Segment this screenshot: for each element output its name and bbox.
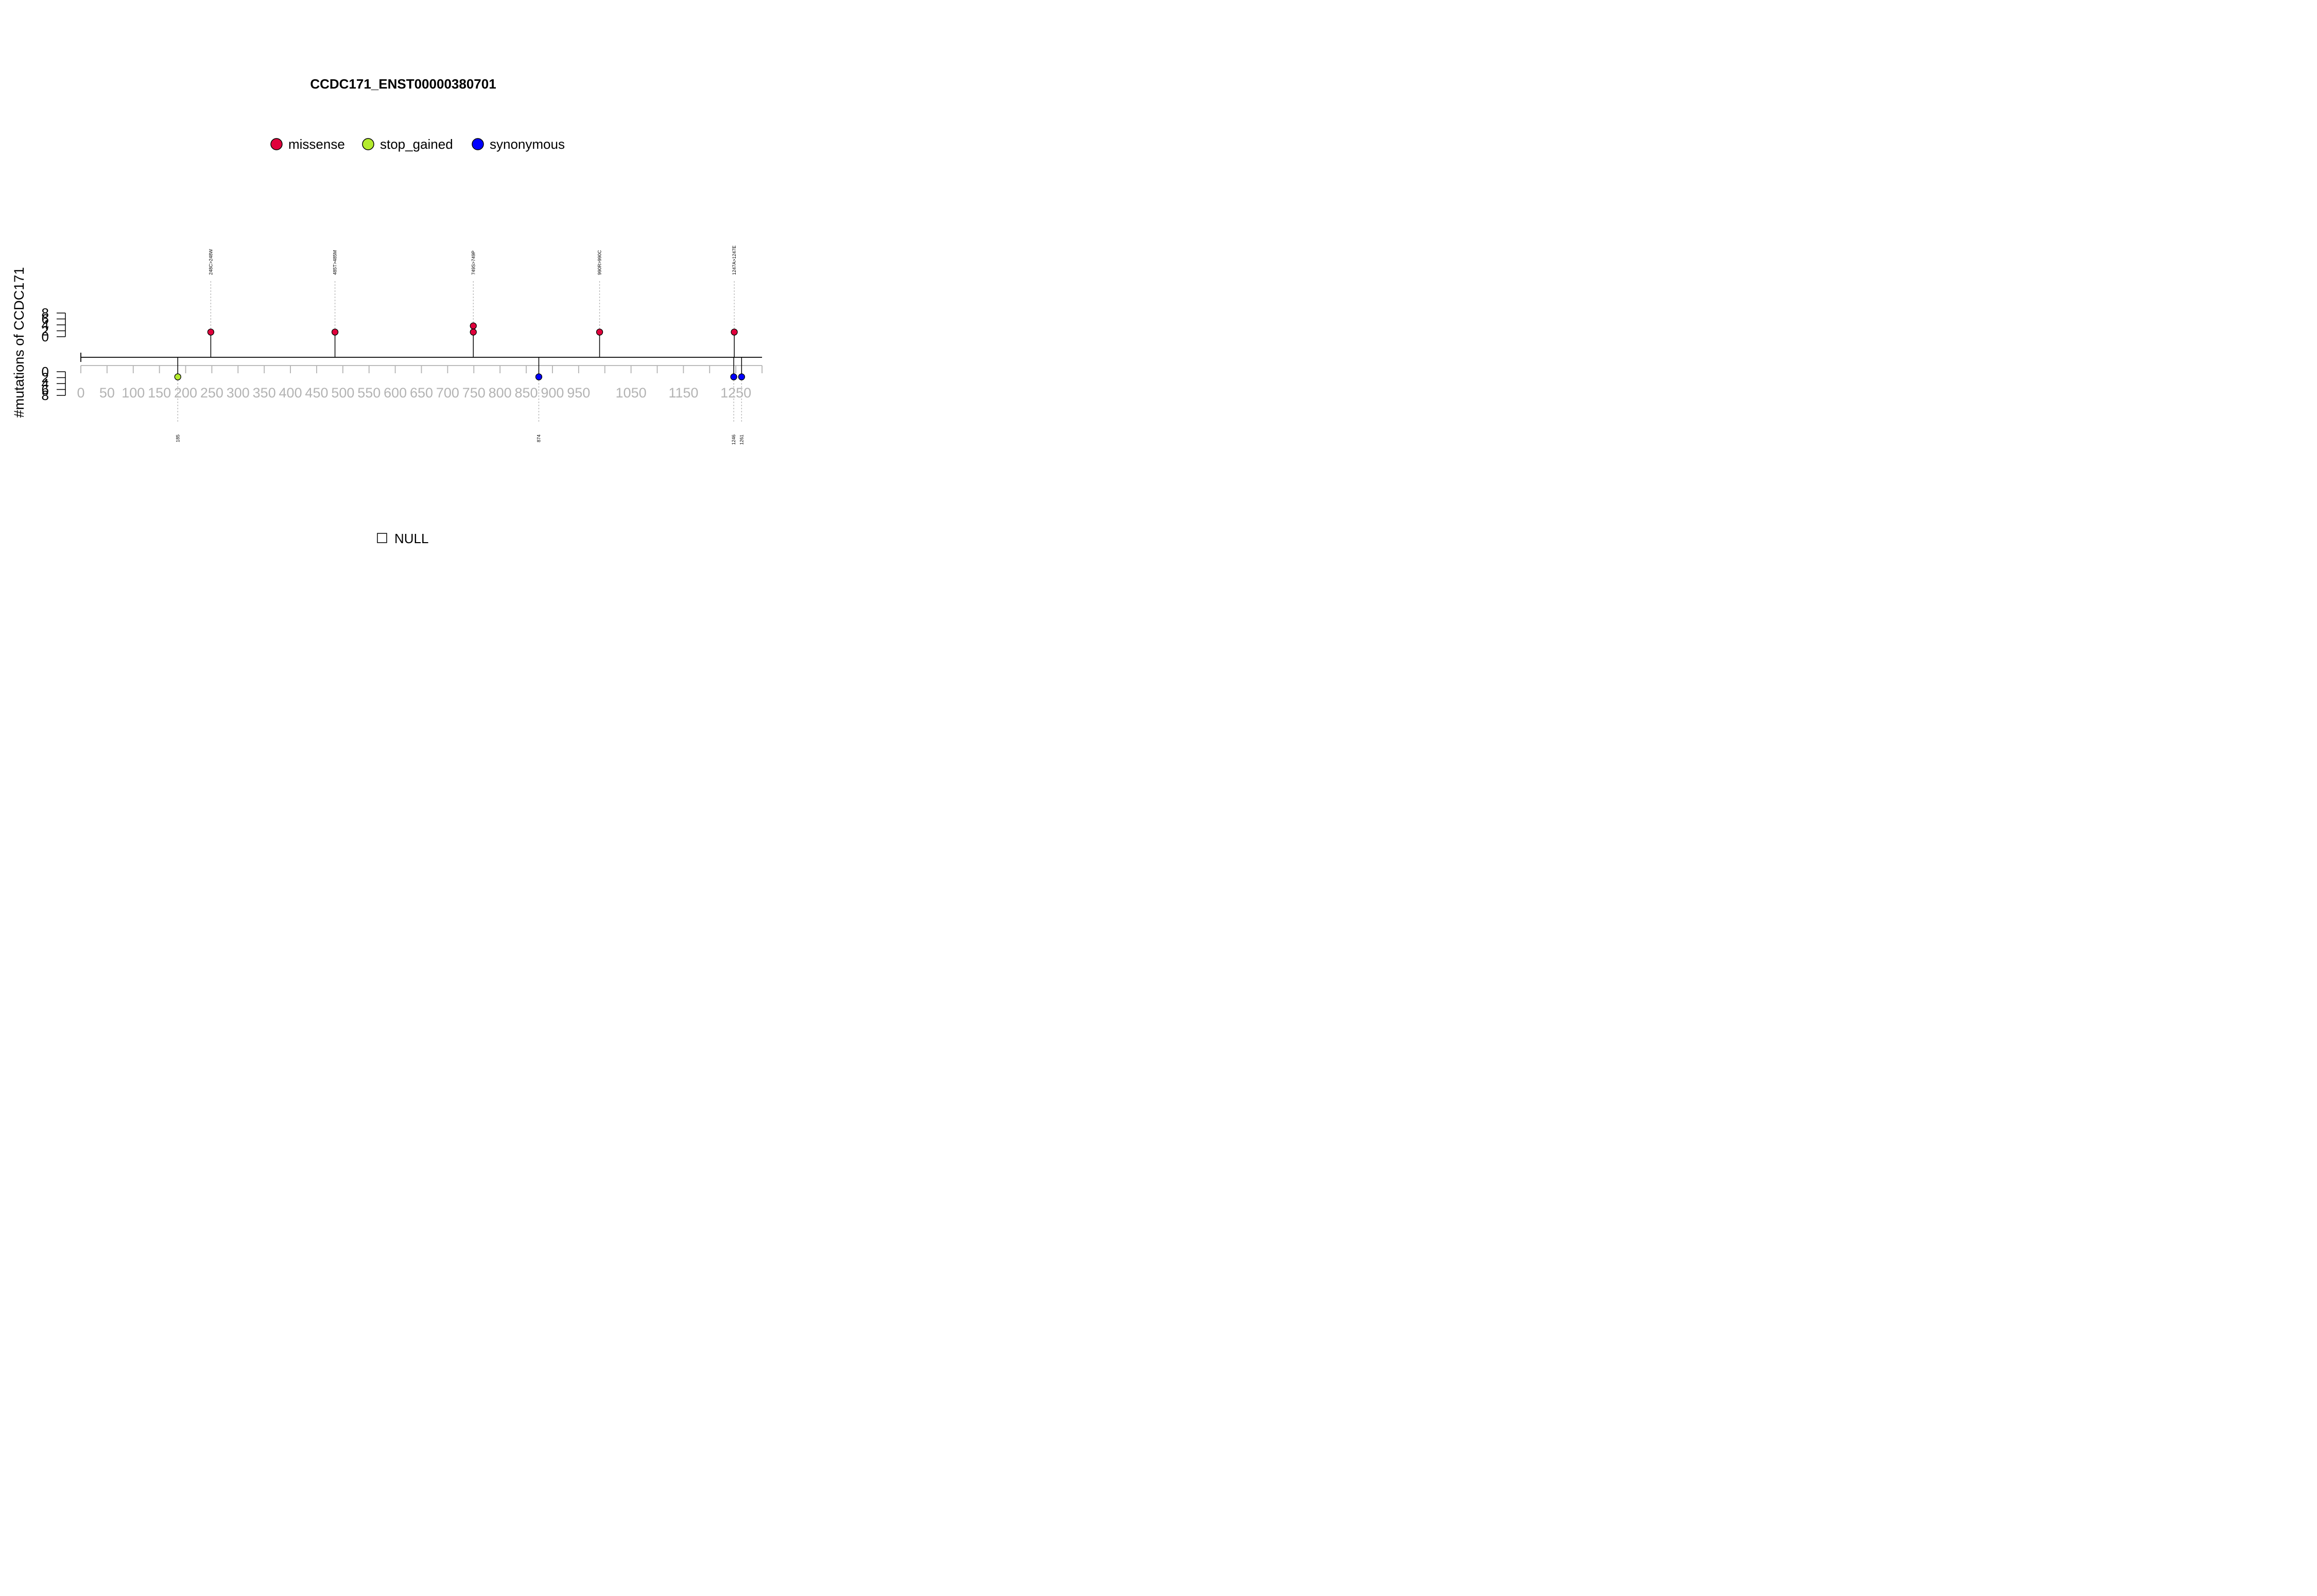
- mutation-label: 485T>485M: [333, 250, 338, 275]
- mutation-point-missense: [731, 328, 738, 336]
- lollipop-chart: CCDC171_ENST00000380701 missense stop_gai…: [11, 76, 763, 546]
- mutation-point-missense: [470, 328, 477, 336]
- mutation-point-synonymous: [535, 373, 543, 380]
- legend-label-synonymous: synonymous: [490, 136, 565, 152]
- upper-y-tick-label: 2: [42, 323, 49, 339]
- domain-legend-label: NULL: [394, 531, 428, 546]
- x-tick-label: 1050: [616, 385, 647, 401]
- y-axis-label: #mutations of CCDC171: [11, 267, 27, 418]
- x-tick-label: 600: [384, 385, 407, 401]
- x-tick-label: 1150: [668, 385, 698, 401]
- legend: missense stop_gained synonymous: [270, 136, 565, 152]
- domain-legend: NULL: [377, 531, 428, 546]
- x-tick-label: 500: [331, 385, 354, 401]
- domain-legend-box: [377, 533, 387, 543]
- legend-marker-stop_gained: [362, 138, 374, 150]
- mutation-label: 1247A>1247E: [732, 246, 737, 275]
- upper-y-tick-label: 4: [42, 317, 49, 333]
- x-tick-label: 700: [436, 385, 459, 401]
- mutation-point-missense: [470, 322, 477, 329]
- mutation-point-synonymous: [730, 373, 737, 380]
- x-tick-label: 350: [253, 385, 276, 401]
- protein-backbone: [80, 353, 762, 362]
- x-tick-label: 850: [515, 385, 538, 401]
- legend-marker-synonymous: [472, 138, 484, 150]
- mutation-label: 248C>248W: [208, 249, 213, 275]
- x-tick-label: 50: [99, 385, 115, 401]
- x-tick-label: 650: [410, 385, 433, 401]
- lower-y-tick-label: 0: [42, 364, 49, 379]
- upper-y-tick-label: 6: [42, 311, 49, 327]
- legend-label-missense: missense: [288, 136, 345, 152]
- legend-label-stop_gained: stop_gained: [380, 136, 453, 152]
- x-tick-label: 800: [489, 385, 512, 401]
- lower-y-tick-label: 2: [42, 370, 49, 386]
- x-axis: 0 50 100 150 200 250 300 350 400 450 500 550 600 650 7…: [77, 365, 763, 401]
- x-tick-label: 250: [200, 385, 223, 401]
- mutation-label: 749S>749P: [471, 251, 476, 275]
- lower-y-tick-label: 4: [42, 376, 49, 391]
- chart-title: CCDC171_ENST00000380701: [310, 76, 496, 92]
- x-tick-label: 0: [77, 385, 84, 401]
- x-tick-label: 400: [279, 385, 302, 401]
- mutation-position-label: 1246: [731, 435, 736, 445]
- legend-marker-missense: [270, 138, 283, 150]
- x-tick-label: 950: [567, 385, 590, 401]
- x-tick-label: 900: [541, 385, 564, 401]
- mutation-point-stop_gained: [174, 373, 181, 380]
- lower-y-tick-label: 6: [42, 382, 49, 397]
- upper-y-tick-label: 0: [42, 329, 49, 344]
- mutation-position-label: 1261: [739, 435, 744, 445]
- mutation-position-label: 185: [175, 435, 180, 442]
- lower-y-tick-label: 8: [42, 388, 49, 403]
- mutation-lollipops: 248C>248W 485T>485M 749S>749P 990R>990C 1247…: [174, 246, 745, 445]
- x-tick-label: 100: [122, 385, 145, 401]
- mutation-label: 990R>990C: [597, 250, 602, 275]
- x-tick-label: 750: [462, 385, 486, 401]
- mutation-point-missense: [207, 328, 215, 336]
- x-tick-label: 1250: [720, 385, 751, 401]
- x-tick-label: 450: [305, 385, 328, 401]
- upper-y-tick-label: 8: [42, 305, 49, 321]
- mutation-point-missense: [331, 328, 339, 336]
- x-tick-label: 550: [357, 385, 381, 401]
- x-tick-label: 300: [227, 385, 250, 401]
- mutation-point-synonymous: [738, 373, 745, 380]
- x-tick-label: 150: [148, 385, 171, 401]
- mutation-position-label: 874: [536, 435, 541, 442]
- mutation-point-missense: [596, 328, 603, 336]
